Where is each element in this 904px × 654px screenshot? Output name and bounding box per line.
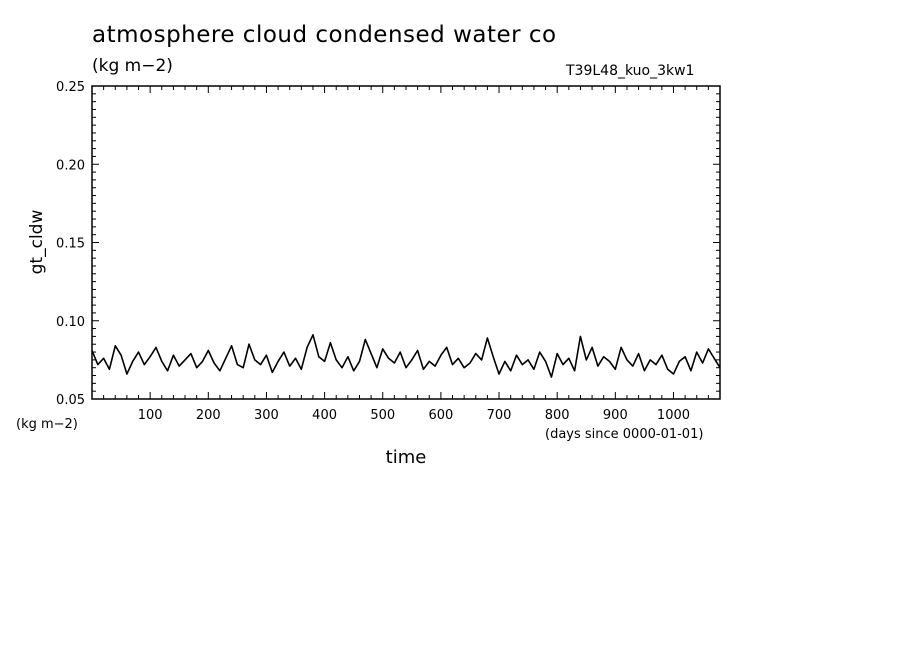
chart-title: atmosphere cloud condensed water co (92, 22, 557, 48)
x-units-label: (days since 0000-01-01) (545, 427, 703, 442)
x-tick-label: 1000 (657, 408, 690, 423)
y-units-label: (kg m−2) (16, 417, 78, 432)
y-tick-label: 0.20 (56, 158, 85, 173)
y-tick-labels: 0.05 0.10 0.15 0.20 0.25 (56, 80, 85, 408)
x-tick-label: 300 (254, 408, 279, 423)
y-tick-label: 0.05 (56, 393, 85, 408)
y-axis-label: gt_cldw (27, 210, 47, 275)
axis-ticks (92, 86, 720, 399)
x-tick-label: 800 (545, 408, 570, 423)
x-tick-label: 700 (487, 408, 512, 423)
y-tick-label: 0.10 (56, 315, 85, 330)
run-label: T39L48_kuo_3kw1 (566, 63, 695, 79)
y-tick-label: 0.25 (56, 80, 85, 95)
x-tick-label: 600 (428, 408, 453, 423)
y-tick-label: 0.15 (56, 237, 85, 252)
x-tick-label: 500 (370, 408, 395, 423)
data-layer (91, 333, 721, 378)
x-tick-label: 200 (196, 408, 221, 423)
x-axis-label: time (386, 447, 427, 468)
x-tick-label: 900 (603, 408, 628, 423)
x-tick-label: 100 (138, 408, 163, 423)
series-line-1 (91, 333, 721, 378)
x-tick-label: 400 (312, 408, 337, 423)
x-tick-labels: 100 200 300 400 500 600 700 800 900 1000 (138, 408, 690, 423)
plot-frame (91, 85, 721, 400)
chart-units: (kg m−2) (92, 56, 173, 76)
